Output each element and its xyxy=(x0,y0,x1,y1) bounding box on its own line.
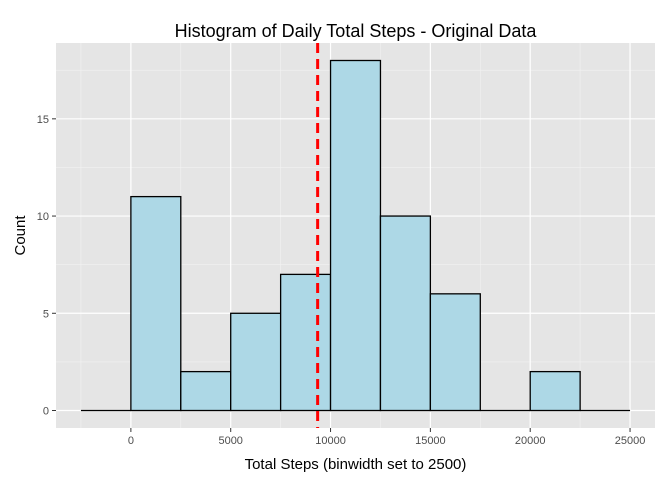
histogram-bar xyxy=(279,273,332,412)
histogram-bars xyxy=(80,59,631,412)
histogram-bar xyxy=(329,59,382,412)
x-tick-label: 5000 xyxy=(218,435,242,447)
chart-title: Histogram of Daily Total Steps - Origina… xyxy=(175,21,538,41)
y-tick-label: 5 xyxy=(43,308,49,320)
y-tick-label: 10 xyxy=(37,211,49,223)
y-tick-label: 0 xyxy=(43,406,49,418)
histogram-bar xyxy=(529,370,581,412)
x-axis-ticks: 0 5000 10000 15000 20000 25000 xyxy=(128,428,646,447)
histogram-bar xyxy=(130,195,182,412)
histogram-bar xyxy=(180,370,232,412)
x-tick-label: 10000 xyxy=(315,435,346,447)
histogram-bar xyxy=(429,293,481,412)
x-tick-label: 25000 xyxy=(615,435,646,447)
histogram-bar xyxy=(230,312,282,412)
x-tick-label: 15000 xyxy=(415,435,446,447)
x-tick-label: 20000 xyxy=(515,435,546,447)
y-axis-ticks: 0 5 10 15 xyxy=(37,114,56,418)
histogram-bar xyxy=(379,215,432,412)
y-tick-label: 15 xyxy=(37,114,49,126)
x-axis-title: Total Steps (binwidth set to 2500) xyxy=(245,456,467,473)
x-tick-label: 0 xyxy=(128,435,134,447)
y-axis-title: Count xyxy=(12,215,29,256)
